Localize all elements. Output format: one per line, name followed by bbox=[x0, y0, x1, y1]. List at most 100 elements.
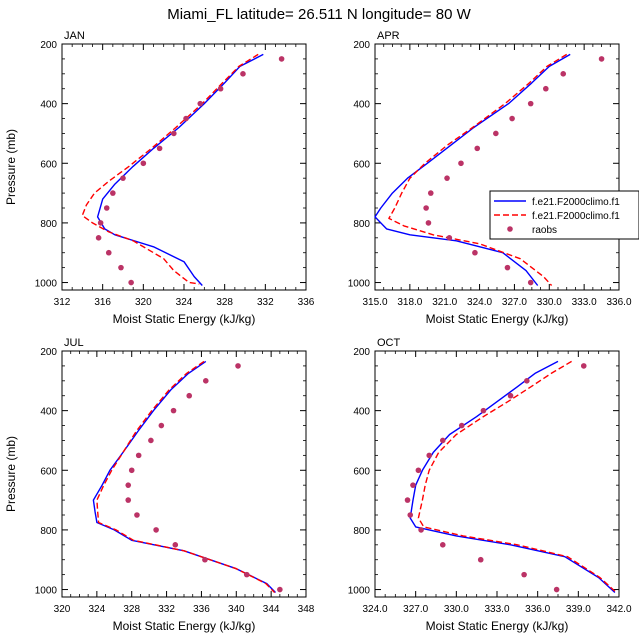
raobs-point bbox=[439, 542, 446, 548]
series-line-solid bbox=[374, 53, 571, 286]
x-tick-label: 312 bbox=[54, 297, 71, 308]
raobs-point bbox=[480, 407, 487, 414]
raobs-point bbox=[418, 527, 424, 533]
raobs-point bbox=[410, 482, 416, 488]
raobs-point bbox=[521, 571, 527, 578]
raobs-point bbox=[560, 71, 567, 77]
x-tick-label: 332 bbox=[158, 604, 175, 615]
x-tick-label: 320 bbox=[54, 604, 71, 615]
panel-jan: JAN 312 316 320 324 328 332 336 200 400 600 800 1000… bbox=[4, 30, 315, 326]
y-tick-label: 1000 bbox=[348, 586, 371, 597]
raobs-point bbox=[153, 527, 159, 533]
raobs-point bbox=[110, 190, 116, 196]
panel-apr: APR 315.0 318.0 321.0 324.0 327.0 330.0 333.0 33… bbox=[348, 30, 632, 326]
raobs-point bbox=[527, 279, 534, 286]
raobs-point bbox=[427, 190, 434, 196]
x-axis-label: Moist Static Energy (kJ/kg) bbox=[426, 619, 569, 633]
raobs-point bbox=[407, 512, 414, 518]
x-tick-label: 339.0 bbox=[566, 604, 591, 615]
panel-title: APR bbox=[377, 30, 400, 42]
x-tick-label: 328 bbox=[123, 604, 140, 615]
raobs-point bbox=[507, 392, 514, 399]
raobs-point bbox=[156, 145, 163, 152]
raobs-point bbox=[598, 56, 605, 62]
raobs-point bbox=[235, 363, 241, 369]
y-axis-label: Pressure (mb) bbox=[4, 436, 18, 512]
raobs-point bbox=[183, 115, 189, 122]
x-tick-label: 340 bbox=[228, 604, 245, 615]
x-tick-label: 330.0 bbox=[537, 297, 562, 308]
y-tick-label: 800 bbox=[40, 526, 57, 537]
raobs-point bbox=[120, 175, 126, 181]
raobs-point bbox=[444, 175, 450, 181]
y-tick-label: 400 bbox=[353, 407, 370, 418]
raobs-point bbox=[140, 160, 147, 167]
x-tick-label: 316 bbox=[94, 297, 111, 308]
raobs-point bbox=[186, 392, 193, 399]
raobs-point bbox=[493, 130, 499, 137]
x-tick-label: 328 bbox=[216, 297, 233, 308]
panel-title: JUL bbox=[64, 337, 84, 349]
x-axis-label: Moist Static Energy (kJ/kg) bbox=[426, 312, 569, 326]
panel-title: JAN bbox=[64, 30, 85, 42]
x-tick-label: 320 bbox=[135, 297, 152, 308]
y-tick-label: 1000 bbox=[35, 279, 58, 290]
x-tick-label: 333.0 bbox=[484, 604, 509, 615]
raobs-point bbox=[217, 85, 224, 92]
y-tick-label: 600 bbox=[40, 159, 57, 170]
raobs-point bbox=[103, 205, 110, 211]
panel-title: OCT bbox=[377, 337, 401, 349]
raobs-point bbox=[425, 220, 432, 226]
x-tick-label: 324 bbox=[89, 604, 106, 615]
raobs-point bbox=[240, 71, 246, 77]
series-line-dashed bbox=[417, 360, 617, 594]
raobs-point bbox=[105, 249, 112, 256]
raobs-point bbox=[423, 205, 429, 211]
y-tick-label: 1000 bbox=[348, 279, 371, 290]
x-tick-label: 348 bbox=[298, 604, 315, 615]
raobs-point bbox=[415, 467, 422, 474]
panel-jul: JUL 320 324 328 332 336 340 344 348 200 400 600 800 1… bbox=[4, 337, 315, 633]
x-tick-label: 327.0 bbox=[502, 297, 527, 308]
x-tick-label: 330.0 bbox=[444, 604, 469, 615]
raobs-point bbox=[458, 422, 465, 429]
y-tick-label: 400 bbox=[353, 100, 370, 111]
x-tick-label: 344 bbox=[263, 604, 280, 615]
x-tick-label: 336.0 bbox=[525, 604, 550, 615]
x-tick-label: 333.0 bbox=[572, 297, 597, 308]
figure-title: Miami_FL latitude= 26.511 N longitude= 8… bbox=[167, 6, 471, 23]
y-tick-label: 200 bbox=[353, 40, 370, 51]
raobs-point bbox=[202, 556, 208, 563]
x-tick-label: 324.0 bbox=[362, 604, 387, 615]
x-tick-label: 342.0 bbox=[606, 604, 631, 615]
legend-marker-dot bbox=[507, 226, 513, 232]
legend: f.e21.F2000climo.f1 f.e21.F2000climo.f1 ra… bbox=[489, 190, 639, 240]
y-tick-label: 800 bbox=[40, 219, 57, 230]
series-line-solid bbox=[96, 53, 264, 286]
y-tick-label: 400 bbox=[40, 407, 57, 418]
series-line-dashed bbox=[96, 360, 276, 593]
plot-frame bbox=[61, 43, 307, 291]
raobs-point bbox=[504, 264, 511, 271]
raobs-point bbox=[197, 100, 204, 107]
series-line-solid bbox=[92, 360, 277, 593]
x-tick-label: 336.0 bbox=[606, 297, 631, 308]
x-tick-label: 324.0 bbox=[467, 297, 492, 308]
x-axis-label: Moist Static Energy (kJ/kg) bbox=[113, 312, 256, 326]
raobs-point bbox=[202, 378, 209, 384]
series-line-dashed bbox=[81, 53, 259, 285]
raobs-point bbox=[125, 497, 132, 503]
plot-frame bbox=[374, 350, 620, 598]
raobs-point bbox=[439, 437, 446, 444]
raobs-point bbox=[458, 160, 464, 167]
raobs-point bbox=[125, 482, 132, 488]
raobs-point bbox=[95, 235, 102, 241]
plot-frame bbox=[374, 43, 620, 291]
raobs-point bbox=[128, 467, 135, 474]
raobs-point bbox=[446, 235, 453, 241]
raobs-point bbox=[118, 264, 124, 271]
x-tick-label: 324 bbox=[176, 297, 193, 308]
raobs-point bbox=[527, 100, 534, 107]
x-tick-label: 315.0 bbox=[362, 297, 387, 308]
